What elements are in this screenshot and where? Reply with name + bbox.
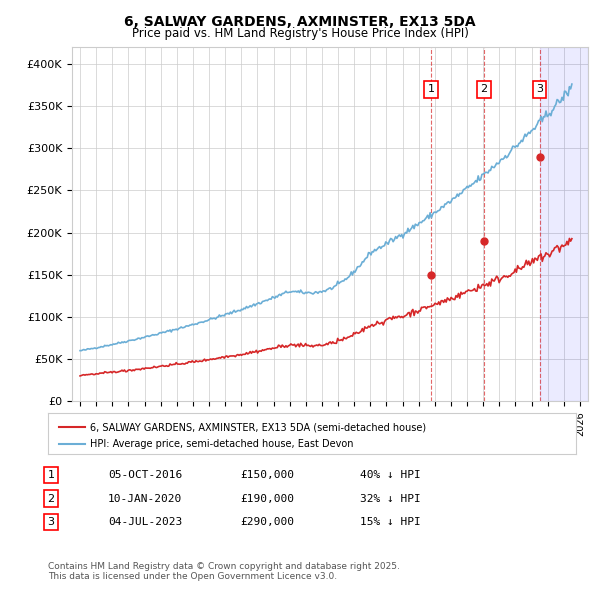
Text: £150,000: £150,000 [240, 470, 294, 480]
Text: 2: 2 [47, 494, 55, 503]
Text: 6, SALWAY GARDENS, AXMINSTER, EX13 5DA: 6, SALWAY GARDENS, AXMINSTER, EX13 5DA [124, 15, 476, 29]
Text: 1: 1 [427, 84, 434, 94]
Text: 2: 2 [480, 84, 487, 94]
Text: 3: 3 [536, 84, 543, 94]
Text: £190,000: £190,000 [240, 494, 294, 503]
Text: 40% ↓ HPI: 40% ↓ HPI [360, 470, 421, 480]
Text: 6, SALWAY GARDENS, AXMINSTER, EX13 5DA (semi-detached house): 6, SALWAY GARDENS, AXMINSTER, EX13 5DA (… [90, 422, 427, 432]
Text: 32% ↓ HPI: 32% ↓ HPI [360, 494, 421, 503]
Text: Price paid vs. HM Land Registry's House Price Index (HPI): Price paid vs. HM Land Registry's House … [131, 27, 469, 40]
Bar [539, 47, 588, 401]
Text: 15% ↓ HPI: 15% ↓ HPI [360, 517, 421, 527]
Text: 05-OCT-2016: 05-OCT-2016 [108, 470, 182, 480]
Text: 10-JAN-2020: 10-JAN-2020 [108, 494, 182, 503]
Text: 1: 1 [47, 470, 55, 480]
Text: HPI: Average price, semi-detached house, East Devon: HPI: Average price, semi-detached house,… [90, 439, 354, 449]
Text: Contains HM Land Registry data © Crown copyright and database right 2025.
This d: Contains HM Land Registry data © Crown c… [48, 562, 400, 581]
Text: £290,000: £290,000 [240, 517, 294, 527]
Text: 3: 3 [47, 517, 55, 527]
Text: 04-JUL-2023: 04-JUL-2023 [108, 517, 182, 527]
